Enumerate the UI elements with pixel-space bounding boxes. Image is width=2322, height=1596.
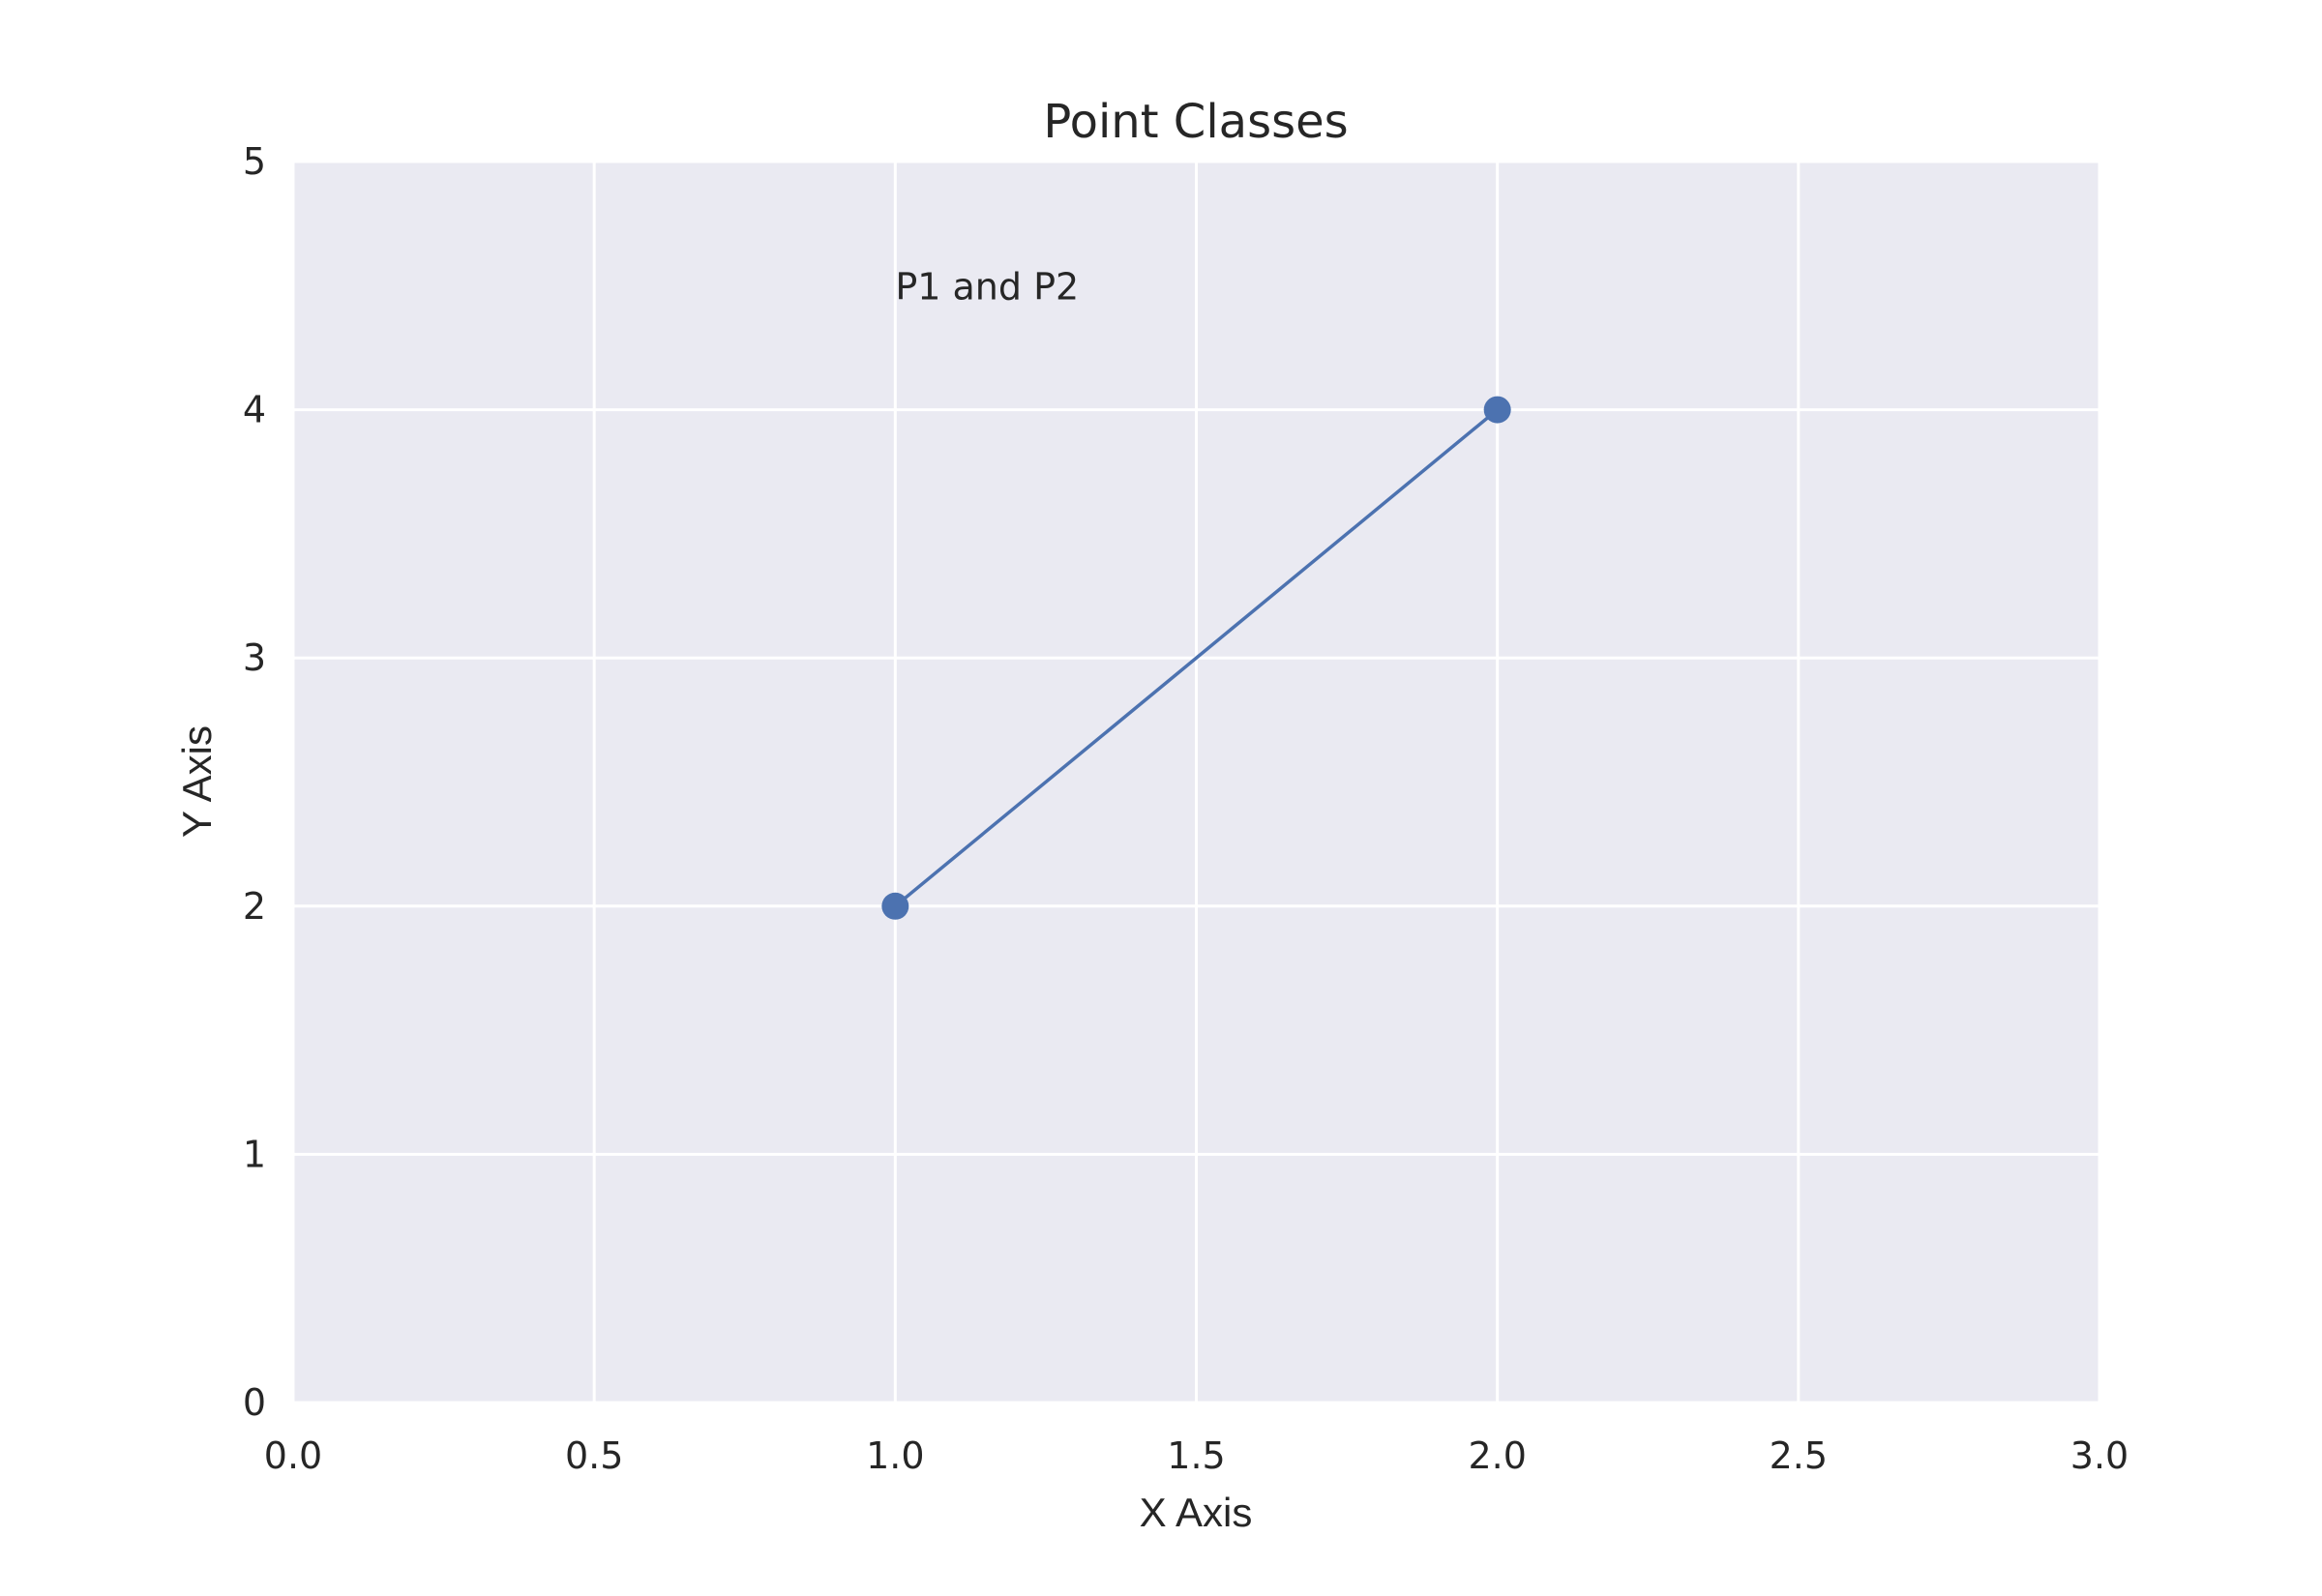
y-axis-title: Y Axis (174, 725, 220, 838)
x-tick-label: 0.5 (565, 1434, 623, 1477)
x-tick-label: 1.0 (866, 1434, 924, 1477)
chart-title: Point Classes (1043, 95, 1348, 149)
tick-labels: 0.0 0.5 1.0 1.5 2.0 2.5 3.0 0 1 2 3 4 5 (243, 140, 2128, 1477)
x-tick-label: 1.5 (1167, 1434, 1225, 1477)
data-point (881, 892, 909, 920)
x-axis-title: X Axis (1140, 1490, 1253, 1535)
y-tick-label: 3 (243, 636, 266, 679)
y-tick-label: 2 (243, 885, 266, 928)
x-tick-label: 2.0 (1468, 1434, 1526, 1477)
y-tick-label: 0 (243, 1381, 266, 1424)
x-tick-label: 2.5 (1770, 1434, 1828, 1477)
y-tick-label: 1 (243, 1133, 266, 1175)
data-point (1483, 396, 1511, 424)
annotation-label: P1 and P2 (895, 265, 1079, 308)
annotations: P1 and P2 (895, 265, 1079, 308)
y-tick-label: 5 (243, 140, 266, 183)
y-tick-label: 4 (243, 389, 266, 431)
x-tick-label: 3.0 (2070, 1434, 2128, 1477)
series-layer (881, 396, 1511, 920)
series-line (894, 408, 1499, 908)
x-tick-label: 0.0 (264, 1434, 322, 1477)
